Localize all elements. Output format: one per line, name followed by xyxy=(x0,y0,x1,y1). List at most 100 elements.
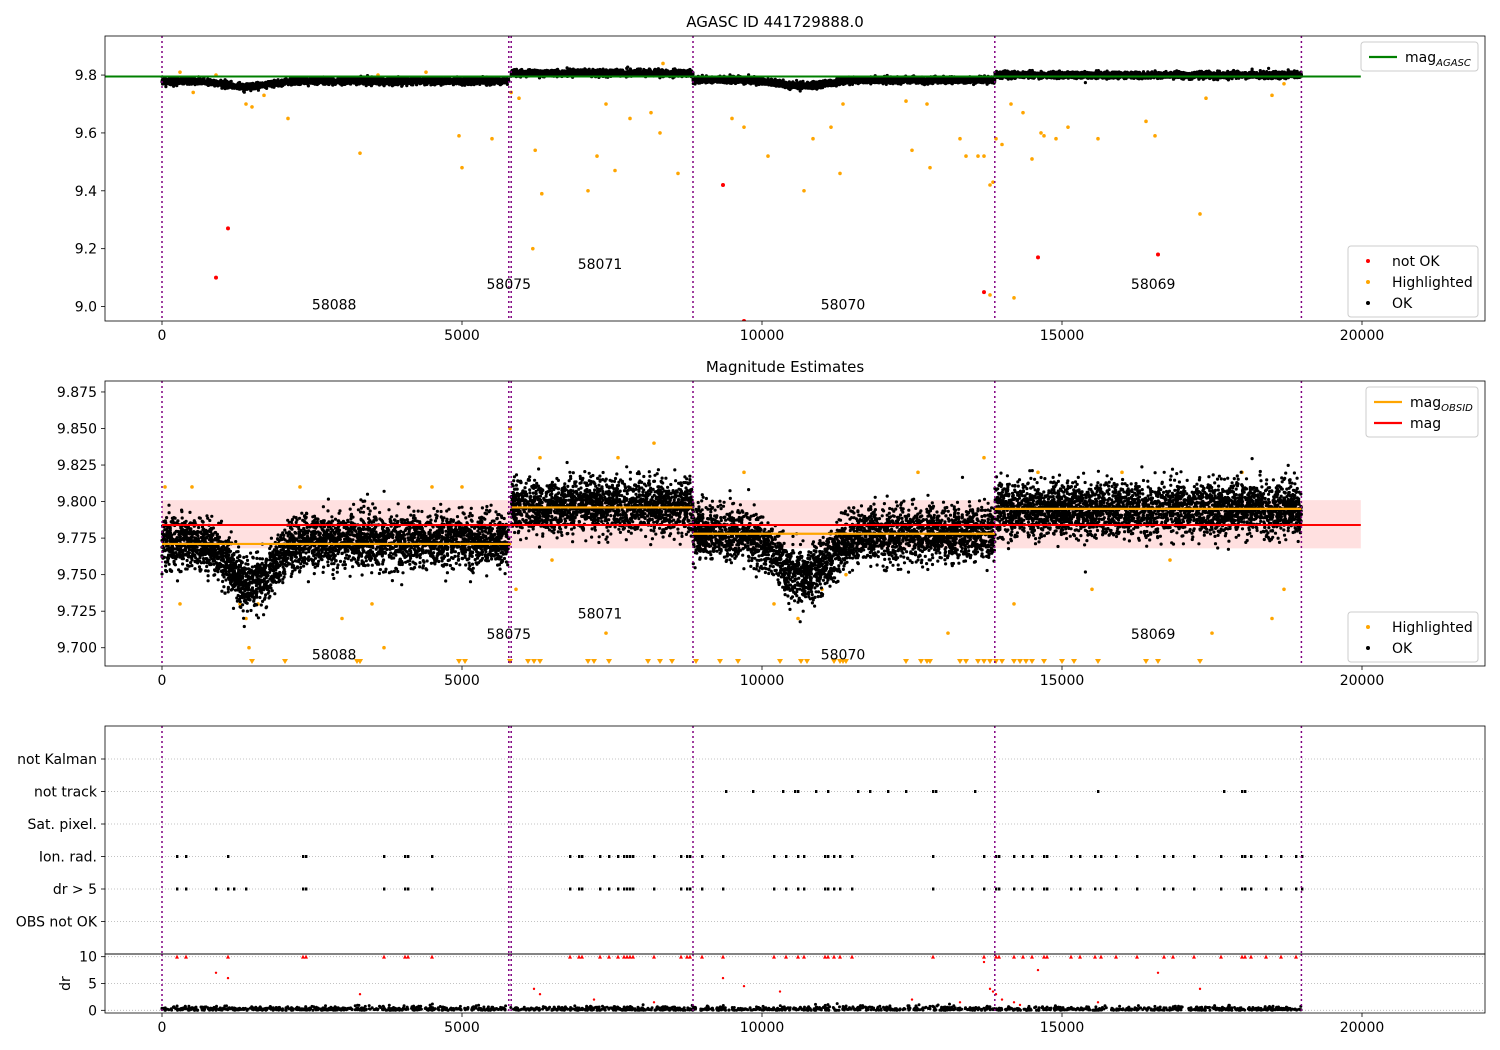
ok-point xyxy=(211,82,215,86)
highlighted-point xyxy=(649,110,653,115)
highlighted-point xyxy=(988,183,992,187)
ok-point xyxy=(477,79,481,83)
ok-point xyxy=(346,80,350,84)
ok-point xyxy=(619,68,623,72)
ok-point xyxy=(561,69,565,73)
ok-point xyxy=(404,78,408,82)
ok-point xyxy=(164,79,168,83)
ok-point xyxy=(392,83,396,87)
highlighted-point xyxy=(604,102,608,106)
ok-point xyxy=(172,77,176,81)
ok-point xyxy=(242,86,246,91)
ok-point xyxy=(254,84,258,88)
ok-point xyxy=(204,80,208,85)
highlighted-point xyxy=(925,102,929,106)
highlighted-point xyxy=(533,148,537,153)
ok-point xyxy=(296,82,300,86)
ok-point xyxy=(223,78,227,82)
ok-point xyxy=(635,67,640,71)
ok-point xyxy=(647,71,651,75)
ok-point xyxy=(190,81,194,86)
ok-point xyxy=(320,77,324,81)
highlighted-point xyxy=(982,154,986,158)
ok-point xyxy=(563,71,567,75)
ok-point xyxy=(591,70,595,74)
ok-point xyxy=(349,77,353,81)
ok-point xyxy=(640,72,644,76)
ok-point xyxy=(238,86,242,90)
highlighted-point xyxy=(424,70,428,74)
highlighted-point xyxy=(1039,131,1043,135)
ok-point xyxy=(361,77,365,81)
ok-point xyxy=(565,66,569,70)
ok-point xyxy=(679,69,683,73)
ok-point xyxy=(245,82,249,86)
ok-point xyxy=(423,80,427,84)
ok-point xyxy=(535,68,539,72)
ok-point xyxy=(194,80,198,84)
ok-point xyxy=(566,70,570,74)
highlighted-point xyxy=(1282,81,1286,86)
ok-point xyxy=(413,80,418,84)
ok-point xyxy=(327,77,331,81)
ok-point xyxy=(512,71,516,75)
ok-point xyxy=(652,68,657,72)
ok-point xyxy=(184,79,188,83)
ok-point xyxy=(621,72,625,76)
ok-point xyxy=(548,70,553,74)
ok-point xyxy=(525,70,529,74)
ok-point xyxy=(496,79,500,83)
ok-point xyxy=(247,87,251,91)
ok-point xyxy=(354,80,358,84)
highlighted-point xyxy=(1204,96,1208,101)
ok-point xyxy=(519,68,523,72)
highlighted-point xyxy=(811,136,815,141)
ok-point xyxy=(377,83,381,87)
highlighted-point xyxy=(1021,110,1025,115)
ok-point xyxy=(260,85,264,89)
ok-point xyxy=(351,80,355,84)
highlighted-point xyxy=(964,154,968,158)
ok-point xyxy=(215,83,219,87)
ok-point xyxy=(306,79,310,83)
ok-point xyxy=(617,72,621,76)
ok-point xyxy=(425,82,429,87)
ok-point xyxy=(546,72,550,76)
highlighted-point xyxy=(1066,125,1070,129)
ok-point xyxy=(659,72,664,76)
highlighted-point xyxy=(1153,134,1157,138)
ok-point xyxy=(281,83,285,88)
highlighted-point xyxy=(191,90,195,95)
ok-point xyxy=(660,68,664,72)
highlighted-point xyxy=(262,93,266,98)
highlighted-point xyxy=(658,131,662,135)
ok-point xyxy=(556,71,560,75)
highlighted-point xyxy=(928,165,932,170)
ok-point xyxy=(633,71,637,75)
highlighted-point xyxy=(829,125,833,129)
highlighted-point xyxy=(730,116,734,121)
ok-point xyxy=(527,68,532,72)
highlighted-point xyxy=(178,70,182,74)
ok-point xyxy=(594,72,598,76)
ok-point xyxy=(219,82,223,86)
highlighted-point xyxy=(991,180,995,184)
highlighted-point xyxy=(531,246,535,251)
ok-point xyxy=(569,70,573,74)
ok-point xyxy=(388,80,392,84)
ok-point xyxy=(207,78,211,82)
ok-point xyxy=(462,80,466,85)
ok-point xyxy=(499,78,504,82)
highlighted-point xyxy=(1042,134,1046,138)
ok-point xyxy=(222,85,226,89)
highlighted-point xyxy=(1270,93,1274,98)
highlighted-point xyxy=(1198,212,1202,216)
ok-point xyxy=(657,69,661,73)
highlighted-point xyxy=(1096,136,1100,141)
ok-point xyxy=(673,67,677,71)
ok-point xyxy=(180,77,184,81)
highlighted-point xyxy=(910,148,914,153)
highlighted-point xyxy=(958,136,962,141)
highlighted-point xyxy=(838,171,842,176)
highlighted-point xyxy=(1009,102,1013,106)
